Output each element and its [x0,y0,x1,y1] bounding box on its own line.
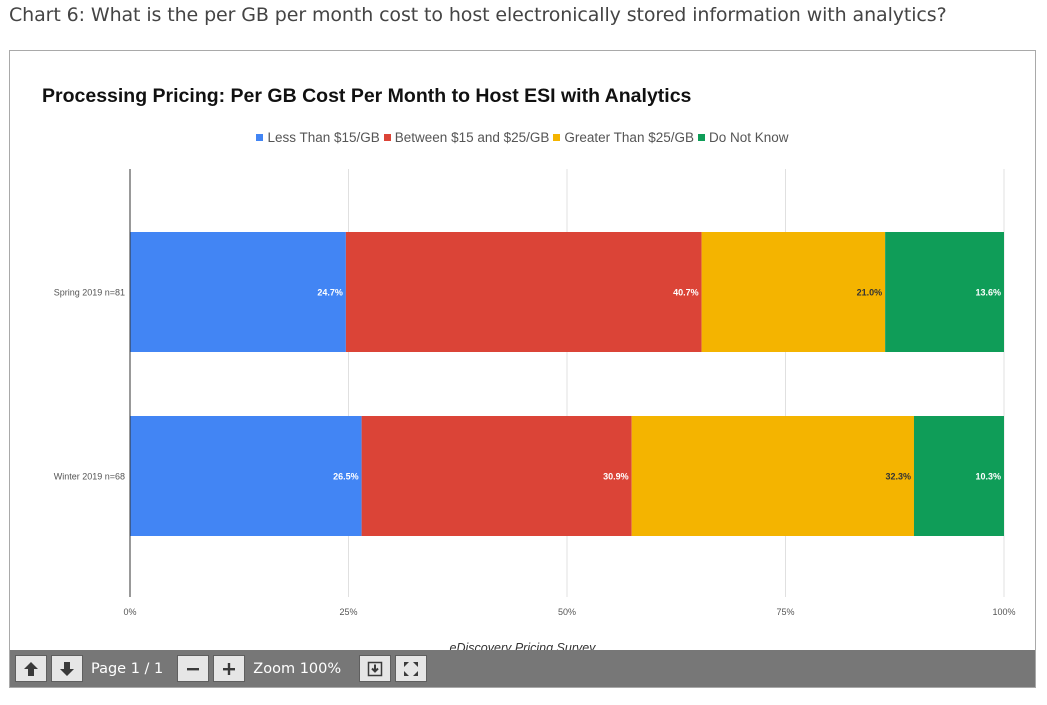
bar-segment [130,232,346,352]
bar-segment [345,232,702,352]
legend-item: Do Not Know [697,130,789,145]
data-label: 13.6% [975,288,1001,298]
legend-swatch [383,134,391,141]
data-label: 40.7% [673,288,699,298]
page-indicator: Page 1 / 1 [91,660,164,677]
bar-segment [885,232,1004,352]
legend-label: Between $15 and $25/GB [394,130,550,145]
legend-item: Greater Than $25/GB [553,130,694,145]
download-icon [367,661,383,676]
next-page-button[interactable] [51,655,83,682]
data-label: 24.7% [317,288,343,298]
chart-viewer: Processing Pricing: Per GB Cost Per Mont… [9,50,1036,688]
category-label: Spring 2019 n=81 [54,288,125,298]
fullscreen-button[interactable] [395,655,428,682]
bar-segment [701,232,886,352]
legend-item: Less Than $15/GB [256,130,380,145]
legend-label: Do Not Know [708,130,789,145]
bar-segment [913,416,1004,536]
viewer-toolbar: Page 1 / 1 Zoom 100% [10,650,1035,687]
chart-legend: Less Than $15/GB Between $15 and $25/GB Gr… [10,130,1035,145]
data-label: 26.5% [333,472,359,482]
data-label: 32.3% [885,472,911,482]
plus-icon [223,662,236,675]
category-label: Winter 2019 n=68 [54,472,125,482]
legend-item: Between $15 and $25/GB [383,130,550,145]
data-label: 21.0% [857,288,883,298]
x-tick-label: 75% [776,607,794,617]
download-button[interactable] [359,655,392,682]
x-tick-label: 100% [992,607,1015,617]
zoom-out-button[interactable] [177,655,210,682]
bar-segment [361,416,632,536]
x-tick-label: 25% [339,607,357,617]
page-heading: Chart 6: What is the per GB per month co… [9,4,947,26]
bar-segment [631,416,914,536]
arrow-down-icon [60,661,74,676]
bar-segment [130,416,362,536]
legend-swatch [697,134,705,141]
fullscreen-icon [404,661,419,676]
chart-plot: 24.7% 40.7% 21.0% 13.6% Spring 2019 n=81 26.5… [54,169,1016,617]
data-label: 30.9% [603,472,629,482]
legend-label: Greater Than $25/GB [564,130,694,145]
zoom-in-button[interactable] [213,655,246,682]
data-label: 10.3% [975,472,1001,482]
legend-swatch [553,134,561,141]
x-tick-label: 0% [123,607,136,617]
legend-label: Less Than $15/GB [267,130,380,145]
minus-icon [187,667,200,670]
previous-page-button[interactable] [15,655,47,682]
arrow-up-icon [24,661,38,676]
legend-swatch [256,134,264,141]
zoom-level: Zoom 100% [253,660,342,677]
chart-title: Processing Pricing: Per GB Cost Per Mont… [42,85,692,107]
x-tick-label: 50% [558,607,576,617]
